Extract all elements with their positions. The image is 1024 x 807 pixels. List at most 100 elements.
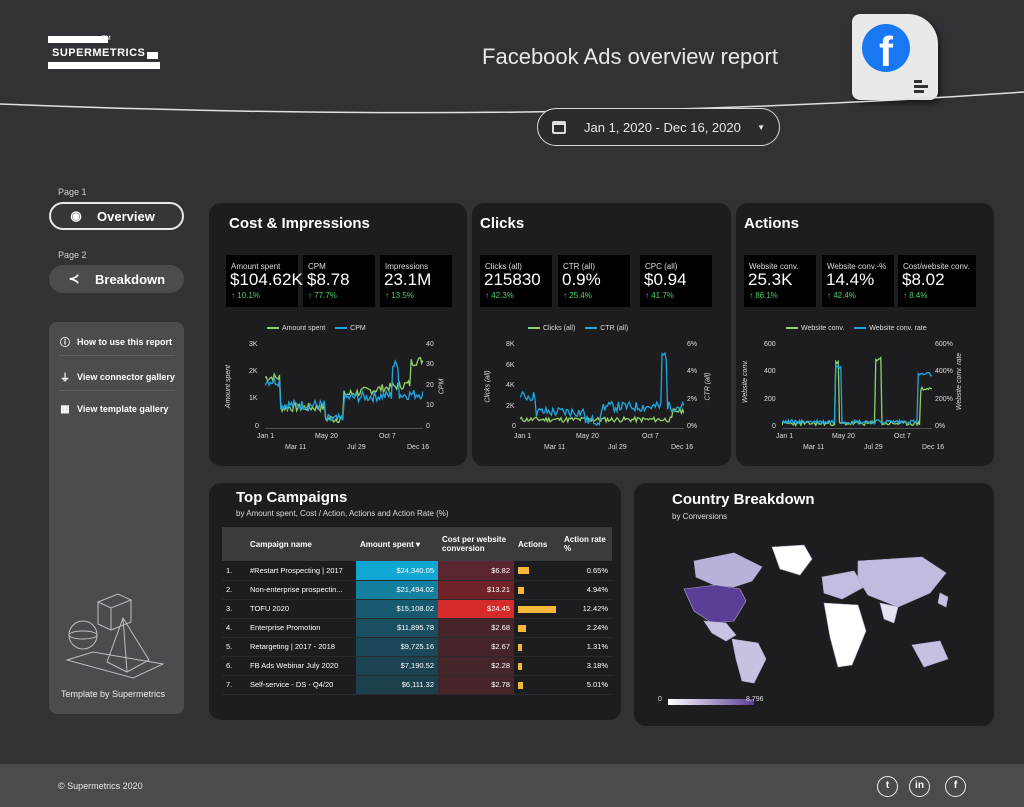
cell-spent: $15,108.02 [356, 599, 438, 619]
x-tick: Dec 16 [922, 444, 945, 451]
cell-rate: 1.31% [560, 637, 612, 657]
kpi-cpc: CPC (all) $0.94 ↑ 41.7% [640, 255, 712, 307]
panel-title: Actions [744, 215, 800, 232]
help-connector-gallery-link[interactable]: ⏚ View connector gallery [59, 363, 175, 391]
cell-cost: $2.68 [438, 618, 514, 638]
facebook-logo: f [852, 14, 938, 100]
y-tick: 400% [935, 368, 953, 375]
kpi-website-conversion-rate: Website conv.-% 14.4% ↑ 42.4% [822, 255, 894, 307]
help-item-label: How to use this report [77, 336, 173, 347]
table-row[interactable]: 4. Enterprise Promotion $11,895.78 $2.68 2.2… [222, 618, 612, 638]
y-tick: 6% [687, 341, 698, 348]
cell-rate: 5.01% [560, 675, 612, 695]
kpi-amount-spent: Amount spent $104.62K ↑ 10.1% [226, 255, 303, 307]
y-tick: 4K [506, 382, 515, 389]
y-tick: 200% [935, 396, 953, 403]
cell-name: TOFU 2020 [246, 599, 356, 619]
scale-min: 0 [658, 696, 662, 703]
cell-spent: $7,190.52 [356, 656, 438, 676]
series-website-conv-rate [782, 362, 932, 426]
nav-breakdown-button[interactable]: ≺ Breakdown [49, 265, 184, 293]
campaigns-table: Campaign name Amount spent ▾ Cost per we… [222, 527, 612, 695]
x-tick: Oct 7 [894, 433, 911, 440]
twitter-icon[interactable]: t [877, 776, 898, 797]
y-tick: 0 [772, 423, 776, 430]
table-header[interactable]: Actions [514, 527, 560, 561]
panel-title: Cost & Impressions [229, 215, 370, 232]
cell-n: 2. [222, 580, 246, 600]
kpi-change: ↑ 41.7% [645, 291, 674, 300]
kpi-label: Website conv. [749, 262, 799, 271]
info-icon: ⓘ [60, 338, 70, 349]
x-tick: Jan 1 [514, 433, 532, 440]
kpi-value: $8.78 [307, 270, 350, 289]
help-item-label: View connector gallery [77, 371, 175, 382]
y-tick: 400 [764, 368, 776, 375]
cell-spent: $9,725.16 [356, 637, 438, 657]
help-template-gallery-link[interactable]: ▦ View template gallery [59, 395, 175, 423]
cell-cost: $2.28 [438, 656, 514, 676]
table-header[interactable]: Cost per website conversion [438, 527, 514, 561]
cell-rate: 3.18% [560, 656, 612, 676]
cell-cost: $6.82 [438, 561, 514, 581]
table-row[interactable]: 6. FB Ads Webinar July 2020 $7,190.52 $2.28… [222, 656, 612, 676]
table-header[interactable]: Action rate % [560, 527, 612, 561]
table-header[interactable]: Campaign name [246, 527, 356, 561]
panel-subtitle: by Conversions [672, 512, 728, 521]
kpi-value: $8.02 [902, 270, 945, 289]
kpi-change: ↑ 13.5% [385, 291, 414, 300]
kpi-label: Cost/website conv. [903, 262, 970, 271]
world-map[interactable] [654, 541, 964, 691]
series-cpm [265, 359, 423, 422]
cell-name: Non-enterprise prospectin... [246, 580, 356, 600]
kpi-value: $104.62K [230, 270, 303, 289]
date-range-picker[interactable]: Jan 1, 2020 - Dec 16, 2020 ▼ [537, 108, 780, 146]
logo-text: SUPERMETRICS [50, 47, 148, 59]
nav-overview-button[interactable]: ◉ Overview [49, 202, 184, 230]
plug-icon: ⏚ [60, 373, 70, 384]
page-2-label: Page 2 [58, 250, 87, 260]
help-item-label: View template gallery [77, 404, 169, 414]
x-tick: Jul 29 [864, 444, 883, 451]
kpi-label: Website conv.-% [827, 262, 887, 271]
y-tick: 0 [512, 423, 516, 430]
chart-legend: Amount spent CPM [259, 325, 366, 332]
y-tick: 0% [935, 423, 946, 430]
y-tick: 2K [506, 403, 515, 410]
cell-name: Retargeting | 2017 - 2018 [246, 637, 356, 657]
cell-name: Enterprise Promotion [246, 618, 356, 638]
cell-actions [514, 580, 560, 600]
y-tick: 1K [249, 395, 258, 402]
x-tick: Mar 11 [544, 444, 566, 451]
legend-item: Website conv. rate [869, 325, 927, 332]
cell-actions [514, 637, 560, 657]
table-header-sorted[interactable]: Amount spent ▾ [356, 527, 438, 561]
table-row[interactable]: 7. Self-service - DS - Q4/20 $6,111.32 $2.7… [222, 675, 612, 695]
table-row[interactable]: 1. #Restart Prospecting | 2017 $24,340.05 $… [222, 561, 612, 581]
panel-title: Country Breakdown [672, 491, 815, 508]
table-header-row: Campaign name Amount spent ▾ Cost per we… [222, 527, 612, 561]
clicks-chart [520, 351, 684, 429]
x-tick: Oct 7 [642, 433, 659, 440]
help-how-to-use-link[interactable]: ⓘ How to use this report [59, 328, 175, 356]
panel-subtitle: by Amount spent, Cost / Action, Actions … [236, 509, 449, 518]
cell-cost: $2.67 [438, 637, 514, 657]
help-panel: ⓘ How to use this report ⏚ View connecto… [49, 322, 184, 714]
copyright: © Supermetrics 2020 [58, 781, 143, 791]
chevron-down-icon: ▼ [757, 122, 765, 132]
chart-legend: Website conv. Website conv. rate [778, 325, 927, 332]
series-website-conv [782, 355, 932, 428]
linkedin-icon[interactable]: in [909, 776, 930, 797]
country-breakdown-panel: Country Breakdown by Conversions 0 8,796 [634, 483, 994, 726]
table-row[interactable]: 3. TOFU 2020 $15,108.02 $24.45 12.42% [222, 599, 612, 619]
table-body: 1. #Restart Prospecting | 2017 $24,340.05 $… [222, 561, 612, 695]
cell-spent: $6,111.32 [356, 675, 438, 695]
facebook-icon[interactable]: f [945, 776, 966, 797]
kpi-change: ↑ 10.1% [231, 291, 260, 300]
table-row[interactable]: 5. Retargeting | 2017 - 2018 $9,725.16 $2.6… [222, 637, 612, 657]
actions-bar [518, 681, 523, 689]
table-row[interactable]: 2. Non-enterprise prospectin... $21,494.02… [222, 580, 612, 600]
eye-icon: ◉ [70, 208, 82, 223]
x-tick: Jul 29 [608, 444, 627, 451]
cell-rate: 0.65% [560, 561, 612, 581]
